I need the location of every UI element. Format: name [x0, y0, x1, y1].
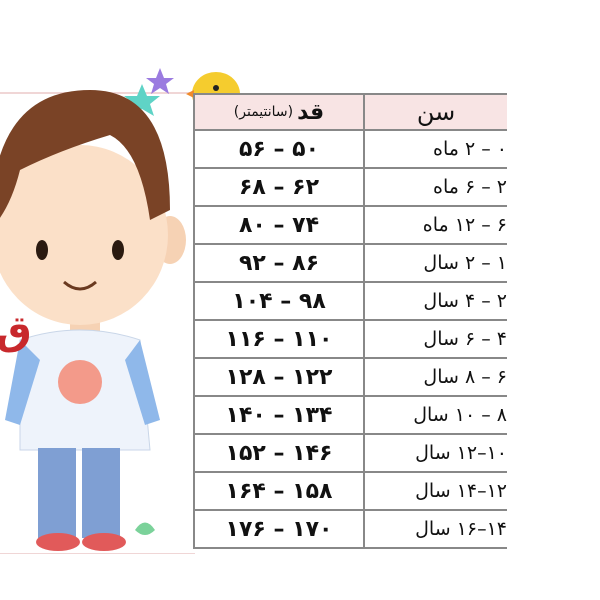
age-cell: ۲ – ۴ سال [423, 290, 507, 312]
height-cell: ۹۸ – ۱۰۴ [195, 283, 365, 319]
height-cell: ۸۶ – ۹۲ [195, 245, 365, 281]
height-cell: ۱۴۶ – ۱۵۲ [195, 435, 365, 471]
age-cell: ۸ – ۱۰ سال [413, 404, 507, 426]
height-label: قد [297, 99, 325, 125]
leaf-icon [135, 522, 155, 535]
height-cell: ۱۷۰ – ۱۷۶ [195, 511, 365, 547]
age-cell: ۴ – ۶ سال [423, 328, 507, 350]
table-row: ۱۲۲ – ۱۲۸ ۶ – ۸ سال [195, 359, 507, 397]
height-cell: ۱۳۴ – ۱۴۰ [195, 397, 365, 433]
size-chart-table: قد (سانتیمتر) سن ۵۰ – ۵۶ ۰ – ۲ ماه ۶۲ – ۶۸ ۲… [193, 93, 507, 549]
age-cell: ۱۴–۱۶ سال [415, 518, 507, 540]
height-cell: ۱۲۲ – ۱۲۸ [195, 359, 365, 395]
table-row: ۷۴ – ۸۰ ۶ – ۱۲ ماه [195, 207, 507, 245]
table-row: ۹۸ – ۱۰۴ ۲ – ۴ سال [195, 283, 507, 321]
height-cell: ۶۲ – ۶۸ [195, 169, 365, 205]
age-cell: ۱۲–۱۴ سال [415, 480, 507, 502]
side-letter: ق [0, 308, 32, 354]
table-row: ۱۵۸ – ۱۶۴ ۱۲–۱۴ سال [195, 473, 507, 511]
table-row: ۶۲ – ۶۸ ۲ – ۶ ماه [195, 169, 507, 207]
header-age: سن [416, 98, 456, 126]
height-cell: ۷۴ – ۸۰ [195, 207, 365, 243]
table-row: ۱۴۶ – ۱۵۲ ۱۰–۱۲ سال [195, 435, 507, 473]
height-cell: ۱۱۰ – ۱۱۶ [195, 321, 365, 357]
age-cell: ۱۰–۱۲ سال [415, 442, 507, 464]
height-unit: (سانتیمتر) [233, 104, 294, 120]
boy-illustration [0, 68, 186, 551]
age-cell: ۲ – ۶ ماه [433, 176, 507, 198]
table-row: ۱۳۴ – ۱۴۰ ۸ – ۱۰ سال [195, 397, 507, 435]
age-cell: ۶ – ۸ سال [423, 366, 507, 388]
age-cell: ۱ – ۲ سال [423, 252, 507, 274]
height-cell: ۱۵۸ – ۱۶۴ [195, 473, 365, 509]
star-icon [146, 68, 174, 94]
table-row: ۱۱۰ – ۱۱۶ ۴ – ۶ سال [195, 321, 507, 359]
height-cell: ۵۰ – ۵۶ [195, 131, 365, 167]
table-row: ۸۶ – ۹۲ ۱ – ۲ سال [195, 245, 507, 283]
age-cell: ۰ – ۲ ماه [433, 138, 507, 160]
table-row: ۵۰ – ۵۶ ۰ – ۲ ماه [195, 131, 507, 169]
table-header-row: قد (سانتیمتر) سن [195, 93, 507, 131]
table-row: ۱۷۰ – ۱۷۶ ۱۴–۱۶ سال [195, 511, 507, 549]
divider-line [0, 553, 195, 554]
age-cell: ۶ – ۱۲ ماه [422, 214, 507, 236]
header-height: قد (سانتیمتر) [195, 95, 365, 129]
